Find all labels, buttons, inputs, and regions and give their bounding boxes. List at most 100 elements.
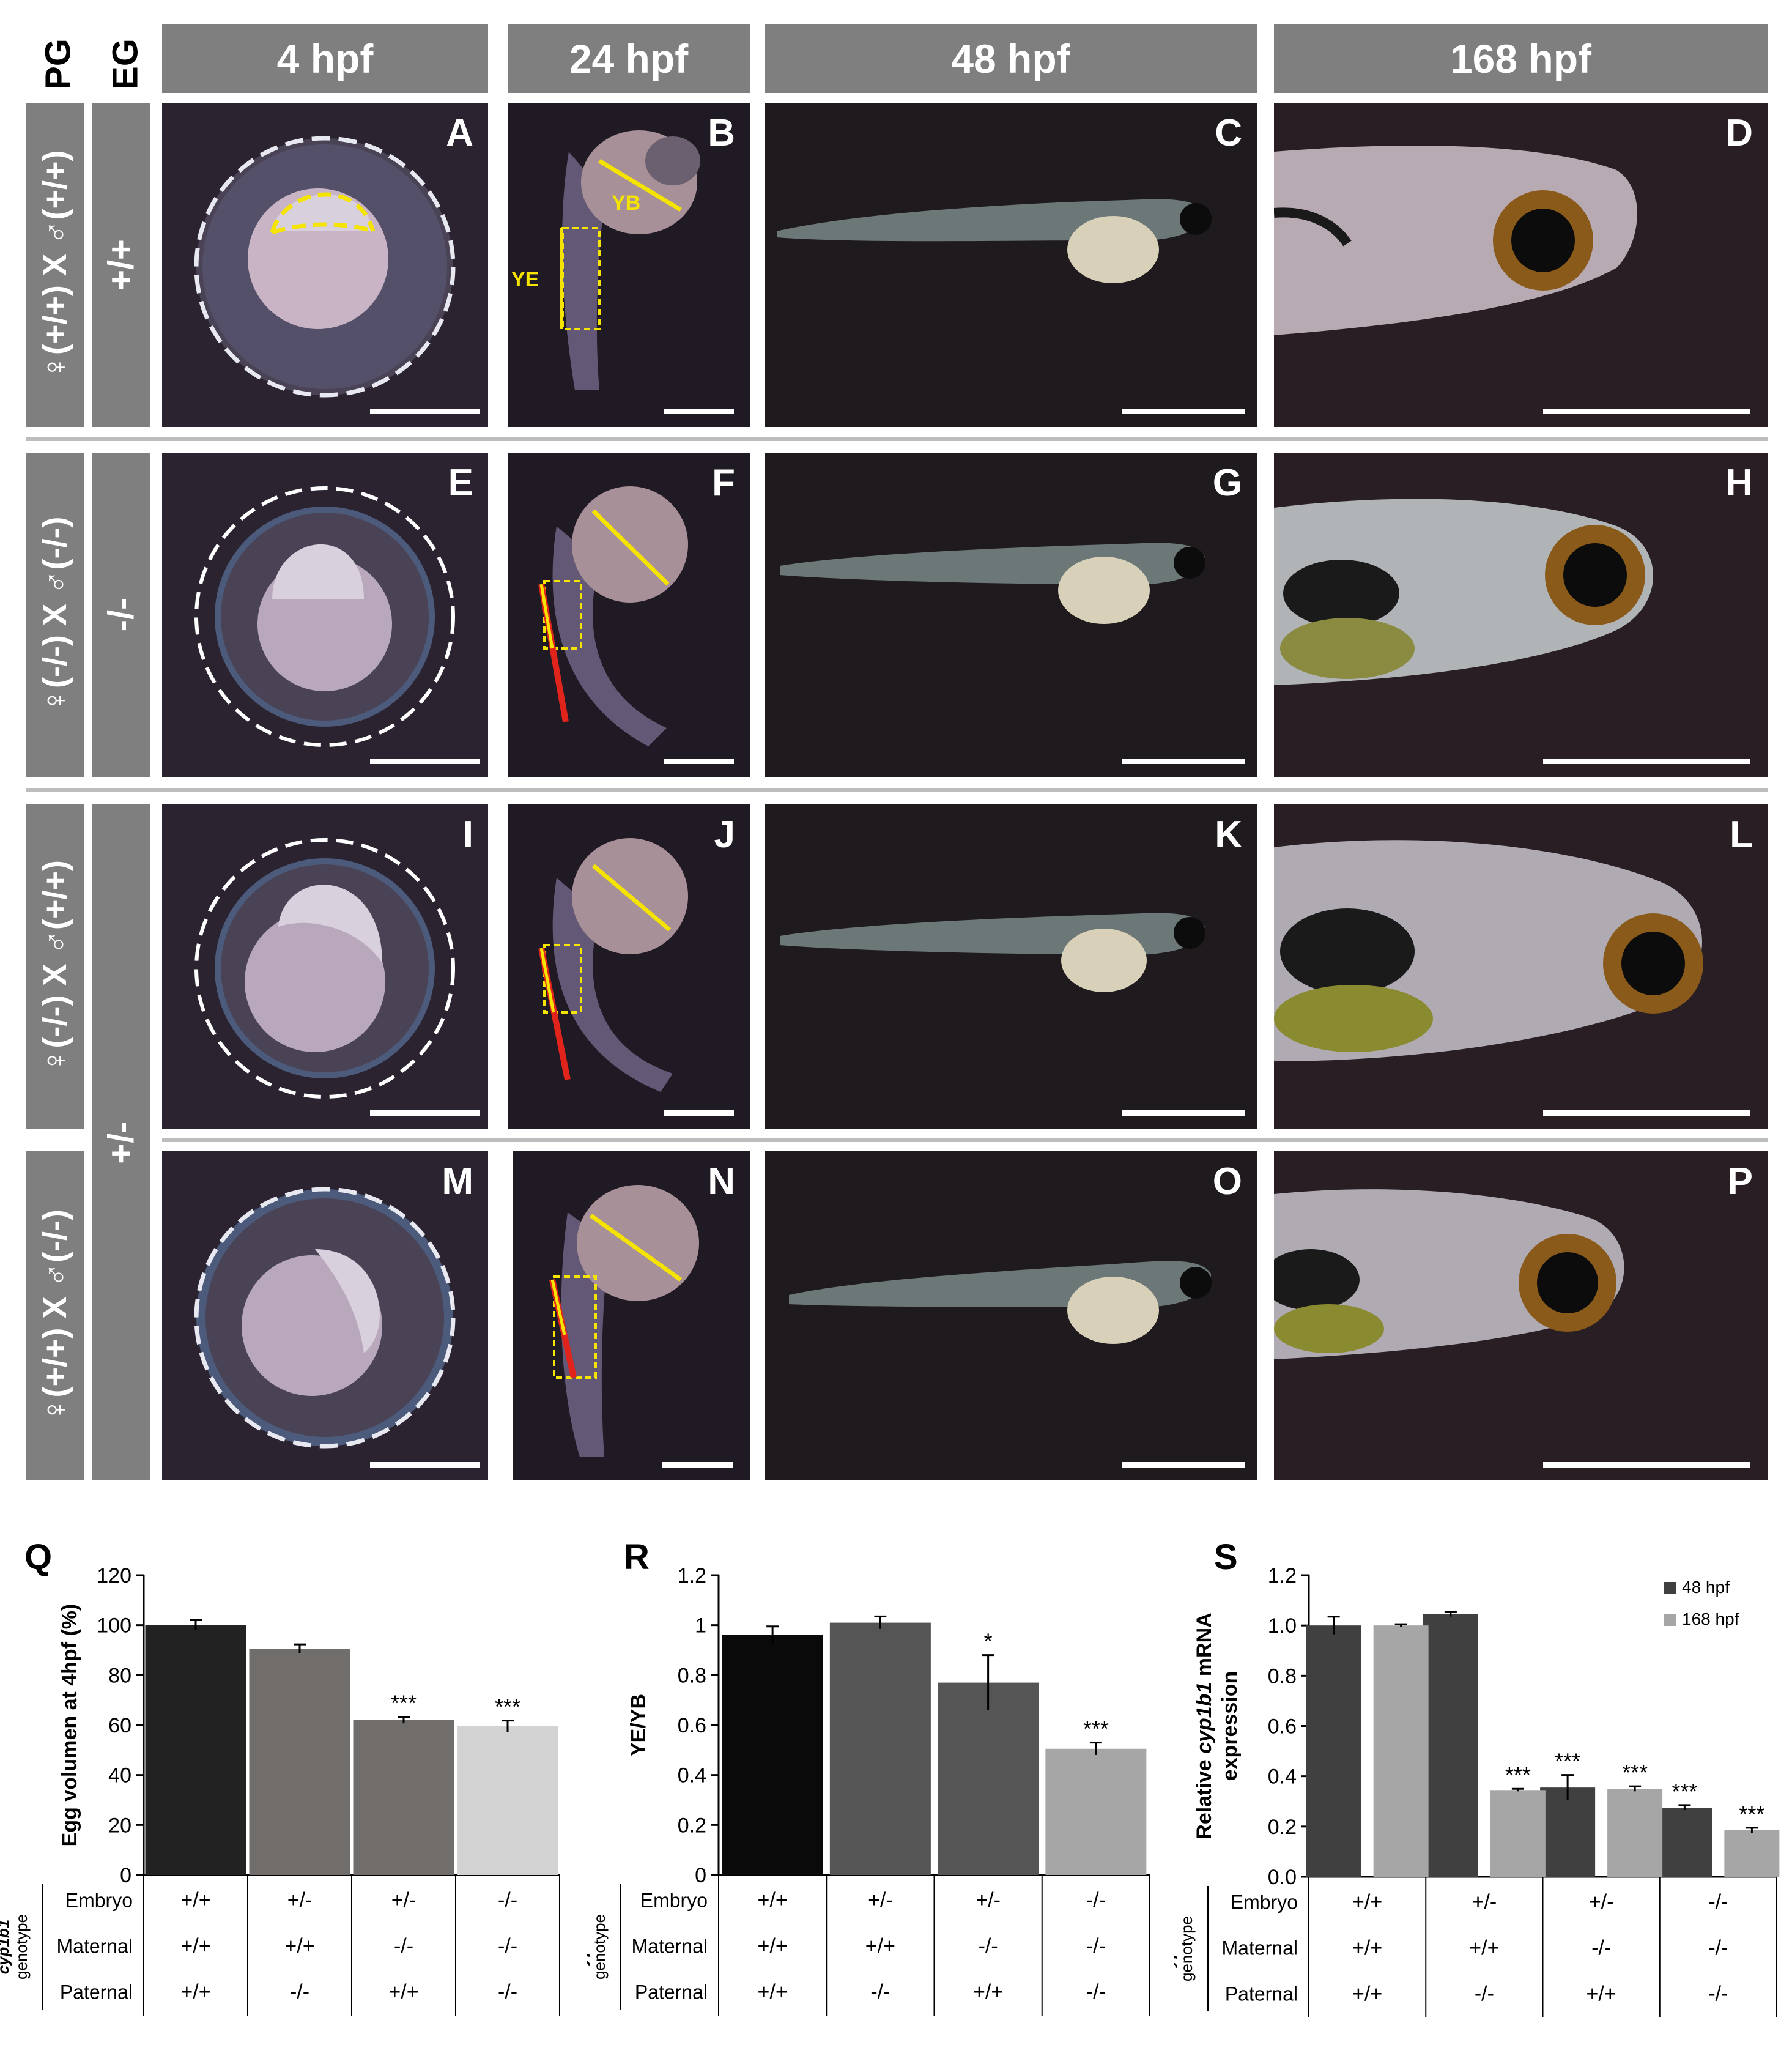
table-cell: +/- xyxy=(287,1889,313,1912)
significance-label: *** xyxy=(1083,1717,1109,1742)
figure-label-r: R xyxy=(624,1537,650,1577)
y-tick-label: 20 xyxy=(108,1814,131,1837)
bar xyxy=(1607,1789,1663,1877)
table-cell: +/+ xyxy=(388,1981,418,2004)
scale-bar xyxy=(1543,1462,1750,1468)
bar xyxy=(353,1720,454,1875)
embryo-24hpf-image xyxy=(538,838,688,1092)
table-cell: +/+ xyxy=(1352,1983,1382,2006)
larva-48hpf-image xyxy=(777,199,1212,283)
y-tick-label: 0 xyxy=(695,1864,706,1887)
embryo-4hpf-image xyxy=(194,1187,456,1449)
bar xyxy=(938,1682,1039,1875)
ye-annotation: YE xyxy=(511,268,539,291)
y-tick-label: 1 xyxy=(695,1614,706,1638)
bar xyxy=(829,1622,931,1875)
table-cell: +/- xyxy=(1472,1891,1497,1914)
bar xyxy=(1724,1830,1780,1877)
pg-label-row4: ♀(+/+) X ♂(-/-) xyxy=(26,1151,84,1480)
table-row-label: Maternal xyxy=(57,1936,133,1958)
panel-P: P xyxy=(1274,1151,1768,1480)
table-row-label: Paternal xyxy=(60,1981,133,2003)
eg-label-row34: +/- xyxy=(92,804,150,1480)
table-cell: +/- xyxy=(976,1889,1001,1912)
y-tick-label: 40 xyxy=(108,1764,131,1787)
table-cell: -/- xyxy=(1086,1935,1106,1958)
panel-H: H xyxy=(1274,453,1768,777)
panel-label: N xyxy=(708,1160,735,1203)
y-tick-label: 100 xyxy=(97,1614,131,1638)
table-cell: -/- xyxy=(979,1935,998,1958)
scale-bar xyxy=(1543,1110,1750,1116)
panel-M: M xyxy=(162,1151,488,1480)
legend-label: 168 hpf xyxy=(1682,1609,1739,1628)
table-cell: +/+ xyxy=(180,1981,210,2004)
y-tick-label: 0.6 xyxy=(1268,1715,1297,1739)
col-header-168hpf: 168 hpf xyxy=(1274,24,1768,93)
table-group-title-line2: genotype xyxy=(590,1914,609,1980)
scale-bar xyxy=(1122,759,1245,764)
embryo-4hpf-image xyxy=(194,486,455,747)
panel-E: E xyxy=(162,453,488,777)
y-tick-label: 0.2 xyxy=(678,1814,706,1837)
panel-label: P xyxy=(1727,1160,1753,1203)
scale-bar xyxy=(370,1110,480,1116)
embryo-24hpf-image xyxy=(538,486,688,746)
y-tick-label: 0.8 xyxy=(1268,1665,1297,1688)
panel-label: E xyxy=(448,462,473,504)
y-tick-label: 0.8 xyxy=(678,1664,706,1687)
table-group-title: cyp1b1 xyxy=(1174,1921,1177,1976)
bar xyxy=(249,1649,350,1875)
table-cell: +/+ xyxy=(1587,1983,1616,2006)
y-tick-label: 1.2 xyxy=(678,1564,706,1587)
y-tick-label: 0 xyxy=(120,1864,131,1887)
larva-48hpf-image xyxy=(780,543,1205,624)
table-cell: -/- xyxy=(498,1981,517,2004)
significance-label: *** xyxy=(495,1694,520,1720)
pg-label-row2: ♀(-/-) X ♂(-/-) xyxy=(26,453,84,777)
table-cell: +/- xyxy=(868,1889,893,1912)
col-header-24hpf: 24 hpf xyxy=(508,24,750,93)
table-cell: +/+ xyxy=(973,1981,1003,2004)
table-cell: -/- xyxy=(870,1981,890,2004)
bar xyxy=(1657,1808,1712,1877)
larva-168hpf-image xyxy=(1274,499,1653,685)
table-cell: +/+ xyxy=(1352,1891,1382,1914)
y-tick-label: 1.0 xyxy=(1268,1614,1297,1638)
table-cell: +/+ xyxy=(865,1935,895,1958)
panel-label: H xyxy=(1725,462,1753,504)
bar xyxy=(1045,1748,1147,1875)
larva-168hpf-image xyxy=(1274,840,1703,1061)
significance-label: *** xyxy=(391,1691,417,1716)
pg-label-row3: ♀(-/-) X ♂(+/+) xyxy=(26,804,84,1129)
scale-bar xyxy=(1543,409,1750,414)
bar xyxy=(1373,1625,1429,1877)
panel-label: K xyxy=(1215,814,1242,856)
panel-A: A xyxy=(162,103,488,427)
panel-F: F xyxy=(508,453,750,777)
bar xyxy=(1540,1787,1596,1877)
significance-label: *** xyxy=(1505,1762,1531,1787)
scale-bar xyxy=(1122,1110,1245,1116)
panel-I: I xyxy=(162,804,488,1129)
table-cell: +/+ xyxy=(758,1889,788,1912)
scale-bar xyxy=(1543,759,1750,764)
table-cell: +/+ xyxy=(1469,1937,1499,1960)
panel-B: YB YE B xyxy=(508,103,750,427)
scale-bar xyxy=(664,409,734,414)
yb-annotation: YB xyxy=(612,191,640,215)
table-cell: -/- xyxy=(498,1889,517,1912)
table-cell: +/+ xyxy=(180,1935,210,1958)
scale-bar xyxy=(662,1462,733,1468)
bar xyxy=(1306,1625,1361,1877)
significance-label: *** xyxy=(1672,1779,1697,1804)
panel-C: C xyxy=(765,103,1257,427)
row-separator xyxy=(26,788,1768,792)
col-header-48hpf: 48 hpf xyxy=(765,24,1257,93)
y-tick-label: 60 xyxy=(108,1714,131,1737)
table-row-label: Embryo xyxy=(640,1890,708,1912)
panel-label: J xyxy=(714,814,735,856)
panel-label: B xyxy=(708,112,735,154)
bar xyxy=(145,1625,246,1875)
chart-r: 00.20.40.60.811.2YE/YB****Embryo +/+ +/- +/… xyxy=(587,1564,1150,2016)
